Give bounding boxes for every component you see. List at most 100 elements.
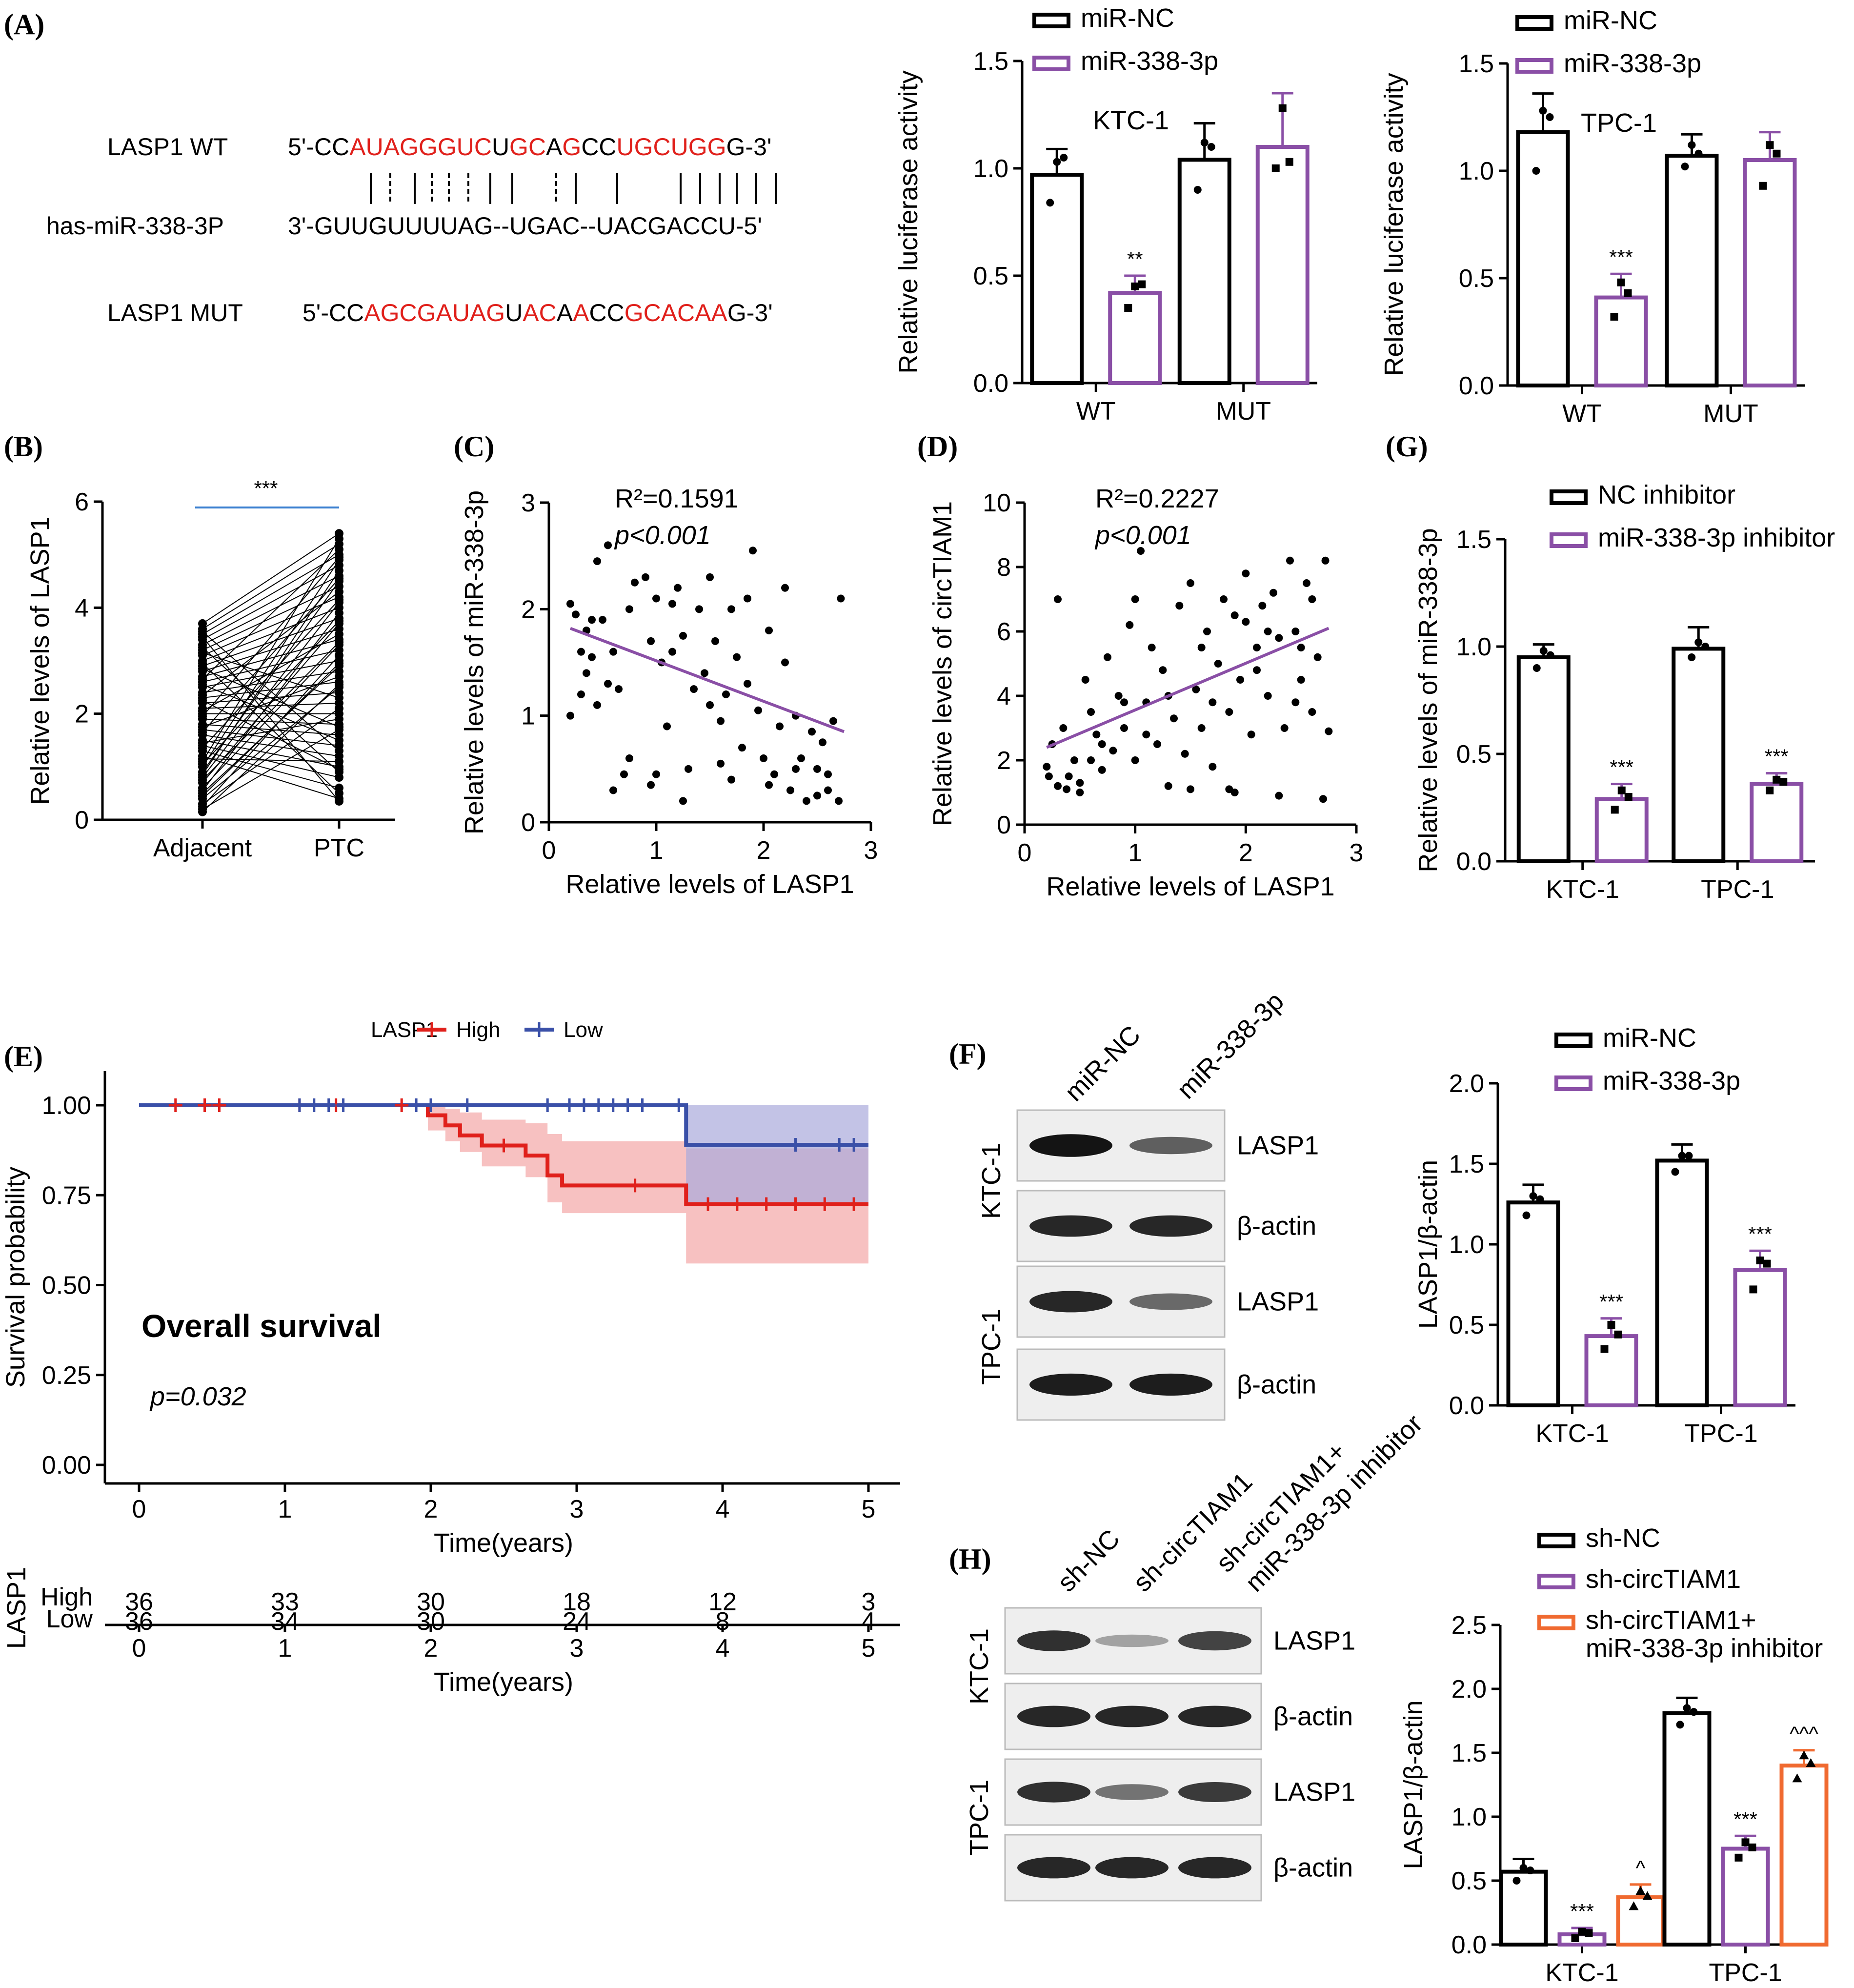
scatter-point — [1253, 666, 1261, 674]
risk-count-high: 12 — [708, 1588, 737, 1616]
x-tick-label: 3 — [864, 836, 878, 865]
legend-swatch — [1515, 15, 1553, 31]
chart-title: TPC-1 — [1581, 108, 1657, 138]
censor-mark — [198, 1098, 212, 1112]
blot-band — [1029, 1291, 1112, 1313]
scatter-point — [717, 759, 725, 768]
seq-segment-8: G-3' — [727, 299, 773, 326]
scatter-point — [1270, 588, 1277, 597]
x-tick-label: TPC-1 — [1701, 875, 1774, 904]
data-point — [1683, 1704, 1691, 1712]
legend-swatch — [1537, 1574, 1575, 1589]
data-point — [1748, 1843, 1756, 1851]
scatter-point — [566, 711, 574, 720]
y-tick-label: 2.0 — [1451, 1675, 1487, 1704]
data-point — [1124, 304, 1132, 312]
risk-count-low: 36 — [125, 1607, 153, 1636]
scatter-point — [701, 669, 708, 677]
scatter-point — [765, 781, 773, 789]
blot-protein-label: β-actin — [1273, 1853, 1353, 1883]
x-tick-label: MUT — [1703, 400, 1758, 428]
scatter-point — [813, 791, 821, 800]
panel-label-a: (A) — [4, 8, 44, 41]
seq-segment-4: A — [546, 133, 563, 161]
scatter-point — [781, 584, 789, 592]
blot-band — [1178, 1857, 1251, 1879]
data-point — [1131, 283, 1139, 290]
scatter-point — [679, 797, 687, 805]
blot-band — [1095, 1784, 1169, 1800]
data-point — [1529, 1192, 1537, 1200]
scatter-point — [706, 701, 714, 709]
data-point — [1694, 149, 1703, 158]
y-tick-label: 2.5 — [1451, 1611, 1487, 1640]
y-tick-label: 0.0 — [1451, 1931, 1487, 1959]
censor-mark — [307, 1098, 321, 1112]
legend-label: miR-338-3p inhibitor — [1598, 523, 1835, 552]
risk-count-low: 4 — [862, 1607, 876, 1636]
data-point — [1610, 313, 1618, 321]
censor-mark — [292, 1098, 306, 1112]
x-tick-label: KTC-1 — [1535, 1420, 1609, 1448]
x-tick-label: TPC-1 — [1709, 1959, 1782, 1987]
panel-label-h: (H) — [949, 1543, 991, 1575]
base-pairing-lines — [370, 173, 777, 204]
legend-label: miR-338-3p — [1081, 46, 1218, 76]
scatter-point — [1258, 602, 1267, 610]
seq-segment-1: AUAGGGUC — [349, 133, 492, 161]
bar — [1743, 158, 1797, 387]
y-tick-label: 2 — [521, 595, 535, 624]
significance-label: *** — [1599, 1290, 1623, 1313]
scatter-point — [1308, 595, 1316, 603]
seq-wt: 5'-CCAUAGGGUCUGCAGCCUGCUGGG-3' — [288, 133, 771, 161]
adjacent-point — [198, 664, 207, 673]
scatter-point — [1275, 634, 1283, 642]
p-value-label: p=0.032 — [149, 1382, 246, 1411]
chart-lasp1-paired: 0 2 4 6 Relative levels of LASP1 Adjacent PTC *… — [25, 477, 395, 862]
blot-protein-label: LASP1 — [1237, 1131, 1319, 1160]
x-axis-label: Relative levels of LASP1 — [565, 870, 854, 899]
y-tick-label: 0.00 — [42, 1451, 91, 1480]
ptc-point — [335, 587, 343, 596]
western-blot-f: LASP1 β-actin LASP1 β-actin KTC-1 TPC-1 miR-NC… — [977, 987, 1319, 1421]
legend-swatch — [1554, 1075, 1592, 1091]
blot-band — [1017, 1857, 1090, 1879]
legend-label: sh-circTIAM1+ — [1586, 1605, 1756, 1635]
scatter-point — [583, 669, 590, 677]
bar — [1516, 130, 1570, 387]
y-tick-label: 0.5 — [1459, 264, 1494, 293]
risk-name-high: High — [40, 1583, 93, 1611]
scatter-point — [1153, 740, 1161, 748]
scatter-point — [695, 605, 703, 613]
data-point — [1614, 1330, 1622, 1339]
y-tick-label: 0.5 — [973, 262, 1008, 290]
scatter-point — [1087, 756, 1095, 764]
legend-swatch — [1554, 1033, 1592, 1048]
scatter-point — [717, 717, 725, 725]
seq-segment-8: G-3' — [726, 133, 772, 161]
blot-band — [1029, 1373, 1112, 1396]
y-tick-label: 0.0 — [1459, 372, 1494, 400]
scatter-point — [1242, 569, 1250, 578]
data-point — [1624, 793, 1632, 801]
censor-mark — [424, 1098, 438, 1112]
censor-mark — [606, 1098, 620, 1112]
risk-x-axis-label: Time(years) — [434, 1667, 573, 1697]
scatter-point — [1275, 791, 1283, 800]
scatter-point — [1253, 644, 1261, 651]
scatter-point — [647, 637, 655, 645]
scatter-point — [588, 653, 596, 661]
risk-row-label: LASP1 — [2, 1567, 31, 1649]
data-point — [1792, 1773, 1802, 1783]
blot-band — [1129, 1293, 1212, 1310]
y-tick-label: 1.5 — [1451, 1739, 1487, 1767]
censor-mark — [672, 1098, 686, 1112]
scatter-point — [786, 786, 794, 794]
data-point — [1635, 1886, 1646, 1895]
scatter-point — [1197, 644, 1206, 651]
scatter-point — [1321, 556, 1330, 565]
y-tick-label: 1.5 — [1459, 50, 1494, 78]
pair-line — [202, 655, 340, 807]
x-tick-label: 3 — [570, 1495, 584, 1523]
